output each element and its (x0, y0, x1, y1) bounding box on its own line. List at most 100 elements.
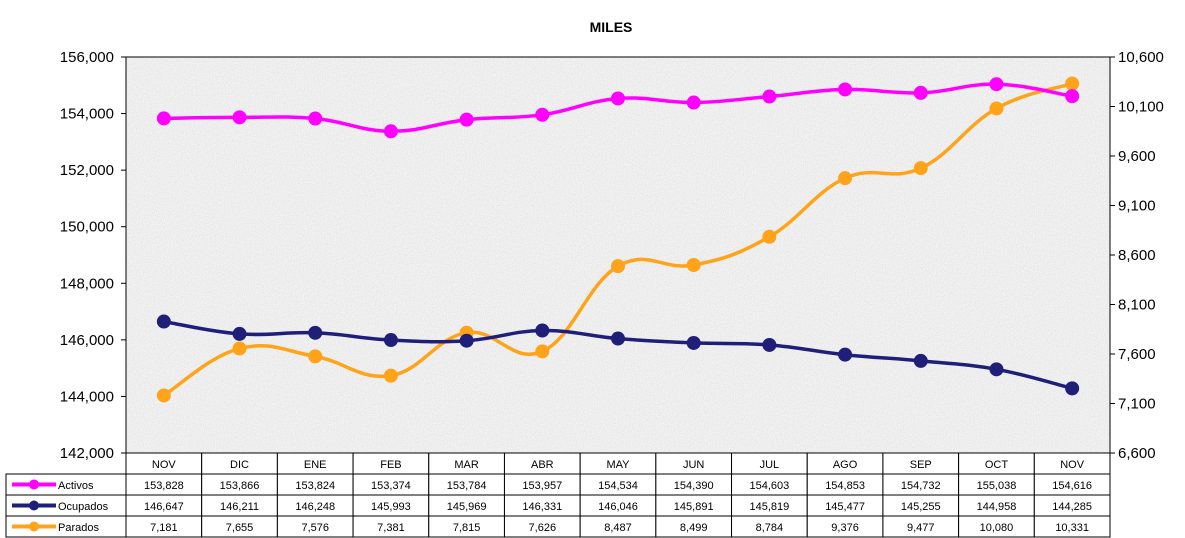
data-point-ocupados (1065, 381, 1080, 396)
x-tick-label: NOV (1060, 459, 1085, 471)
data-point-activos (686, 95, 701, 110)
y-right-tick-label: 9,100 (1118, 198, 1156, 215)
data-table: NOV DIC ENE FEB MAR ABR MAY JUN JUL AGO SEP OCT NOV A… (5, 452, 1111, 538)
plot-area (126, 57, 1110, 453)
data-label: 145,255 (901, 501, 941, 513)
y-right-tick-label: 10,100 (1118, 99, 1164, 116)
data-label: 153,784 (447, 480, 487, 492)
data-point-activos (838, 82, 853, 97)
data-label: 153,828 (144, 480, 184, 492)
data-label: 10,331 (1055, 522, 1089, 534)
x-tick-label: ENE (304, 459, 327, 471)
y-left-tick-label: 150,000 (60, 219, 114, 236)
y-right-tick-label: 7,600 (1118, 346, 1156, 363)
data-point-activos (308, 111, 323, 126)
data-label: 153,374 (371, 480, 411, 492)
data-point-activos (989, 77, 1004, 92)
data-point-parados (611, 259, 625, 274)
data-point-parados (838, 171, 853, 186)
data-point-activos (232, 110, 247, 125)
y-right-tick-label: 9,600 (1118, 148, 1156, 165)
data-label: 146,248 (295, 501, 335, 513)
data-label: 7,576 (301, 522, 329, 534)
series-activos (156, 77, 1080, 139)
legend-marker (29, 479, 39, 490)
data-label: 153,866 (220, 480, 260, 492)
data-point-parados (686, 257, 701, 272)
data-label: 7,815 (453, 522, 481, 534)
x-tick-label: DIC (230, 459, 249, 471)
y-left-tick-label: 142,000 (60, 445, 114, 462)
data-label: 145,969 (447, 501, 487, 513)
x-tick-label: JUN (683, 459, 704, 471)
chart-title: MILES (590, 19, 633, 35)
data-label: 145,819 (750, 501, 790, 513)
x-tick-label: FEB (380, 459, 401, 471)
y-right-tick-label: 8,100 (1118, 297, 1156, 314)
y-left-tick-label: 148,000 (60, 275, 114, 292)
data-label: 144,285 (1052, 501, 1092, 513)
x-tick-label: MAY (606, 459, 630, 471)
data-label: 154,616 (1052, 480, 1092, 492)
data-point-parados (308, 349, 323, 364)
data-label: 9,376 (831, 522, 859, 534)
x-tick-label: SEP (910, 459, 932, 471)
data-label: 146,647 (144, 501, 184, 513)
x-tick-label: OCT (985, 459, 1009, 471)
data-point-ocupados (913, 353, 928, 368)
data-label: 8,499 (680, 522, 708, 534)
data-label: 154,534 (598, 480, 638, 492)
data-point-parados (762, 229, 777, 244)
data-label: 10,080 (980, 522, 1014, 534)
data-point-ocupados (232, 326, 247, 341)
x-tick-label: JUL (760, 459, 780, 471)
data-label: 154,853 (825, 480, 865, 492)
data-label: 153,957 (522, 480, 562, 492)
data-point-parados (232, 341, 247, 356)
data-point-activos (383, 124, 398, 139)
data-point-parados (1065, 76, 1080, 91)
y-left-tick-label: 152,000 (60, 162, 114, 179)
data-label: 7,655 (226, 522, 254, 534)
table-cell (1033, 515, 1111, 538)
y-right-tick-label: 7,100 (1118, 396, 1156, 413)
data-point-ocupados (686, 335, 701, 350)
data-point-parados (913, 161, 928, 176)
x-tick-label: NOV (152, 459, 177, 471)
data-point-activos (156, 111, 171, 126)
data-point-parados (989, 101, 1004, 116)
data-point-ocupados (535, 323, 550, 338)
data-label: 7,181 (150, 522, 178, 534)
data-label: 155,038 (977, 480, 1017, 492)
data-point-ocupados (308, 325, 323, 340)
data-point-parados (383, 368, 398, 383)
data-label: 145,993 (371, 501, 411, 513)
legend-marker (29, 521, 39, 532)
y-axis-right: 6,600 7,100 7,600 8,100 8,600 9,100 9,600 10,10… (1110, 49, 1164, 462)
data-label: 145,891 (674, 501, 714, 513)
data-label: 144,958 (977, 501, 1017, 513)
data-label: 153,824 (295, 480, 335, 492)
legend-label: Activos (58, 480, 94, 492)
y-left-tick-label: 144,000 (60, 388, 114, 405)
data-label: 8,487 (604, 522, 632, 534)
data-label: 7,381 (377, 522, 405, 534)
y-axis-left: 142,000 144,000 146,000 148,000 150,000 152,0… (60, 49, 126, 462)
x-tick-label: ABR (531, 459, 554, 471)
data-point-ocupados (459, 333, 474, 348)
data-point-ocupados (383, 333, 398, 348)
data-label: 146,046 (598, 501, 638, 513)
data-label: 146,211 (220, 501, 259, 513)
data-label: 146,331 (522, 501, 562, 513)
data-point-activos (913, 85, 928, 100)
y-left-tick-label: 154,000 (60, 106, 114, 123)
data-label: 8,784 (756, 522, 784, 534)
data-point-ocupados (611, 331, 625, 346)
data-point-parados (156, 388, 171, 403)
x-tick-label: MAR (454, 459, 479, 471)
data-point-activos (762, 89, 777, 104)
data-point-ocupados (838, 347, 853, 362)
series-ocupados (156, 314, 1080, 396)
data-point-activos (535, 107, 550, 122)
series-layer (156, 76, 1080, 403)
